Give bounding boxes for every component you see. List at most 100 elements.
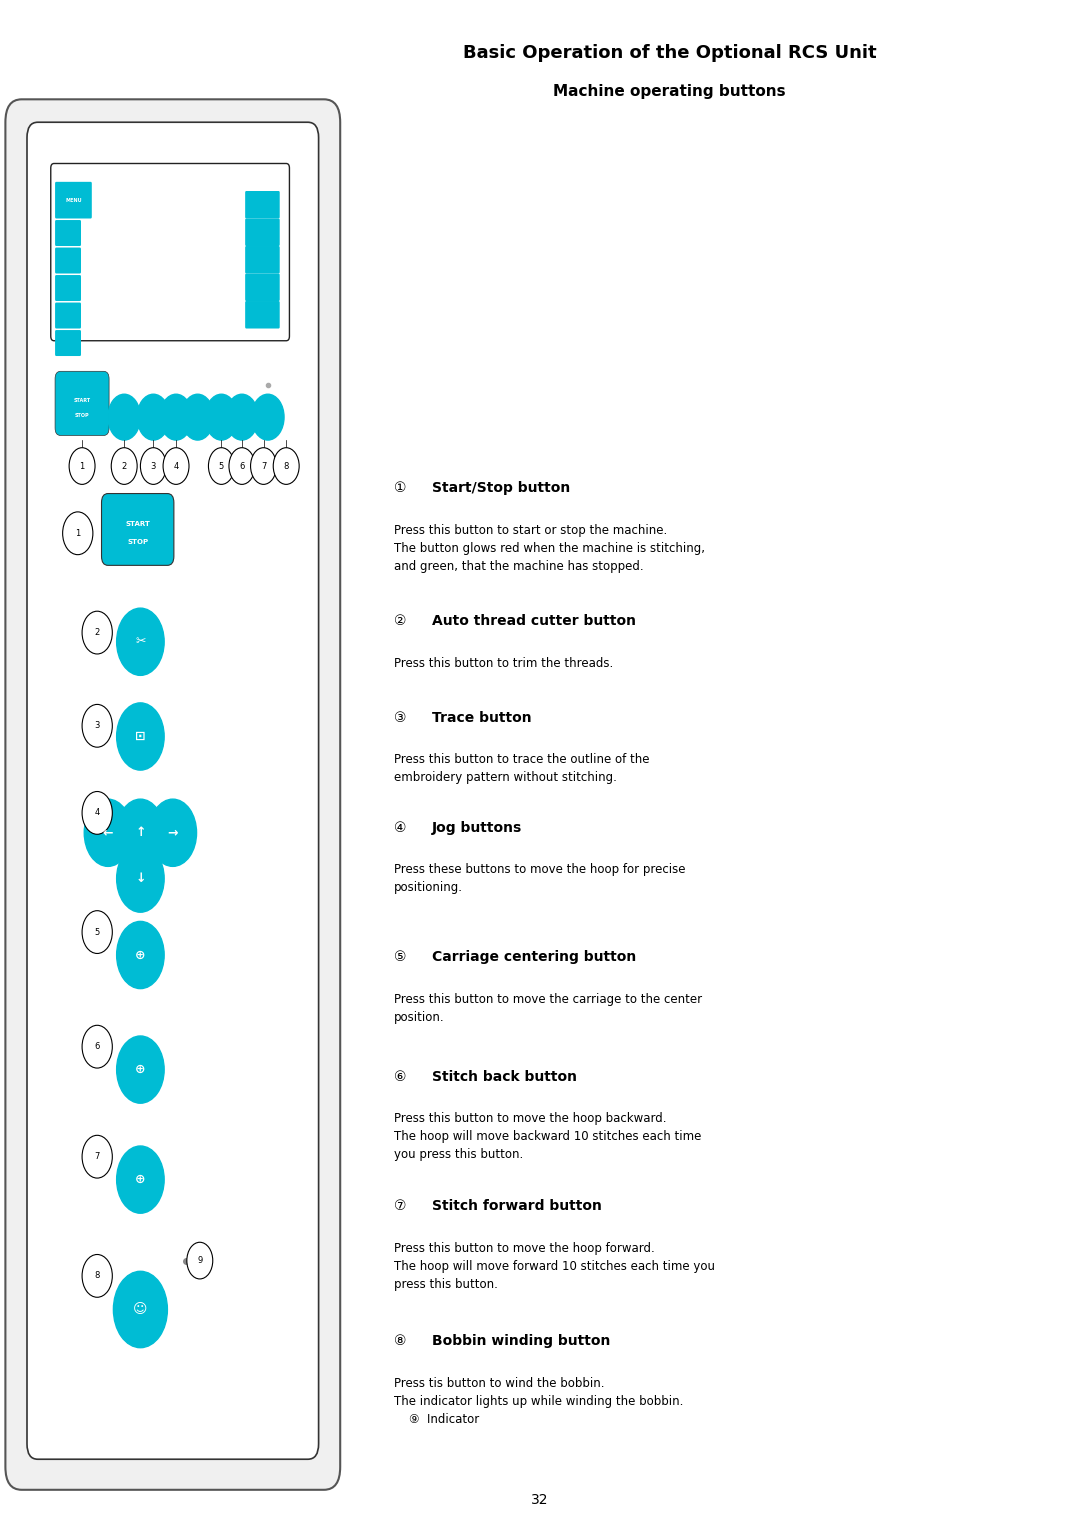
Text: 32: 32: [531, 1493, 549, 1508]
Text: Stitch back button: Stitch back button: [432, 1070, 577, 1083]
Text: Press this button to start or stop the machine.
The button glows red when the ma: Press this button to start or stop the m…: [394, 524, 705, 573]
Circle shape: [84, 799, 132, 866]
Circle shape: [117, 845, 164, 912]
Circle shape: [208, 448, 234, 484]
FancyBboxPatch shape: [55, 330, 81, 356]
Text: STOP: STOP: [127, 539, 148, 545]
Circle shape: [82, 611, 112, 654]
Text: START: START: [73, 397, 91, 403]
FancyBboxPatch shape: [55, 248, 81, 274]
Text: ⊕: ⊕: [135, 1174, 146, 1186]
FancyBboxPatch shape: [102, 494, 174, 565]
Text: Jog buttons: Jog buttons: [432, 821, 523, 834]
Text: →: →: [167, 827, 178, 839]
Text: Press this button to move the carriage to the center
position.: Press this button to move the carriage t…: [394, 993, 702, 1024]
Text: 8: 8: [95, 1271, 99, 1280]
Text: ✂: ✂: [135, 636, 146, 648]
Text: MENU: MENU: [65, 197, 82, 203]
Text: Press this button to trace the outline of the
embroidery pattern without stitchi: Press this button to trace the outline o…: [394, 753, 650, 784]
Circle shape: [113, 1271, 167, 1348]
Circle shape: [69, 448, 95, 484]
Text: Press tis button to wind the bobbin.
The indicator lights up while winding the b: Press tis button to wind the bobbin. The…: [394, 1377, 684, 1426]
Text: ⊕: ⊕: [135, 1063, 146, 1076]
Circle shape: [226, 394, 258, 440]
Text: 7: 7: [95, 1152, 99, 1161]
Text: Basic Operation of the Optional RCS Unit: Basic Operation of the Optional RCS Unit: [463, 44, 876, 63]
FancyBboxPatch shape: [51, 163, 289, 341]
Text: ↑: ↑: [135, 827, 146, 839]
Circle shape: [252, 394, 284, 440]
Text: 1: 1: [80, 461, 84, 471]
Circle shape: [273, 448, 299, 484]
Text: ⑤: ⑤: [394, 950, 407, 964]
Circle shape: [117, 1146, 164, 1213]
Text: ↓: ↓: [135, 872, 146, 885]
FancyBboxPatch shape: [245, 274, 280, 301]
Text: Carriage centering button: Carriage centering button: [432, 950, 636, 964]
Circle shape: [108, 394, 140, 440]
Text: 2: 2: [95, 628, 99, 637]
Text: 6: 6: [95, 1042, 99, 1051]
Circle shape: [163, 448, 189, 484]
Text: Press this button to trim the threads.: Press this button to trim the threads.: [394, 657, 613, 671]
Text: ②: ②: [394, 614, 407, 628]
Circle shape: [82, 704, 112, 747]
FancyBboxPatch shape: [245, 191, 280, 219]
FancyBboxPatch shape: [55, 182, 92, 219]
FancyBboxPatch shape: [27, 122, 319, 1459]
Text: 5: 5: [219, 461, 224, 471]
Text: Stitch forward button: Stitch forward button: [432, 1199, 602, 1213]
Circle shape: [205, 394, 238, 440]
Text: 5: 5: [95, 927, 99, 937]
Text: 7: 7: [261, 461, 266, 471]
Circle shape: [140, 448, 166, 484]
Text: ③: ③: [394, 711, 407, 724]
FancyBboxPatch shape: [55, 275, 81, 301]
Text: Press this button to move the hoop forward.
The hoop will move forward 10 stitch: Press this button to move the hoop forwa…: [394, 1242, 715, 1291]
Circle shape: [229, 448, 255, 484]
Circle shape: [63, 512, 93, 555]
Circle shape: [251, 448, 276, 484]
Text: 4: 4: [174, 461, 178, 471]
Text: ⑦: ⑦: [394, 1199, 407, 1213]
Text: 2: 2: [122, 461, 126, 471]
Circle shape: [117, 799, 164, 866]
Circle shape: [117, 703, 164, 770]
Text: Start/Stop button: Start/Stop button: [432, 481, 570, 495]
Text: Press this button to move the hoop backward.
The hoop will move backward 10 stit: Press this button to move the hoop backw…: [394, 1112, 702, 1161]
Circle shape: [187, 1242, 213, 1279]
Text: ⑥: ⑥: [394, 1070, 407, 1083]
Text: ④: ④: [394, 821, 407, 834]
Text: ⊕: ⊕: [135, 949, 146, 961]
Text: Bobbin winding button: Bobbin winding button: [432, 1334, 610, 1348]
Text: 3: 3: [95, 721, 99, 730]
Text: 3: 3: [151, 461, 156, 471]
Circle shape: [111, 448, 137, 484]
Text: START: START: [125, 521, 150, 527]
FancyBboxPatch shape: [55, 371, 109, 435]
Circle shape: [82, 1254, 112, 1297]
Text: 9: 9: [198, 1256, 202, 1265]
Circle shape: [137, 394, 170, 440]
Text: ⊡: ⊡: [135, 730, 146, 743]
Circle shape: [82, 911, 112, 953]
FancyBboxPatch shape: [55, 220, 81, 246]
Circle shape: [149, 799, 197, 866]
Circle shape: [82, 792, 112, 834]
Text: Trace button: Trace button: [432, 711, 531, 724]
FancyBboxPatch shape: [245, 219, 280, 246]
FancyBboxPatch shape: [245, 246, 280, 274]
Text: 8: 8: [284, 461, 288, 471]
Text: Machine operating buttons: Machine operating buttons: [553, 84, 786, 99]
Circle shape: [117, 921, 164, 989]
Text: ←: ←: [103, 827, 113, 839]
FancyBboxPatch shape: [5, 99, 340, 1490]
Circle shape: [82, 1135, 112, 1178]
Text: Press these buttons to move the hoop for precise
positioning.: Press these buttons to move the hoop for…: [394, 863, 686, 894]
Text: 4: 4: [95, 808, 99, 817]
Text: STOP: STOP: [75, 413, 90, 419]
Circle shape: [117, 1036, 164, 1103]
Text: 6: 6: [240, 461, 244, 471]
Circle shape: [181, 394, 214, 440]
FancyBboxPatch shape: [245, 301, 280, 329]
